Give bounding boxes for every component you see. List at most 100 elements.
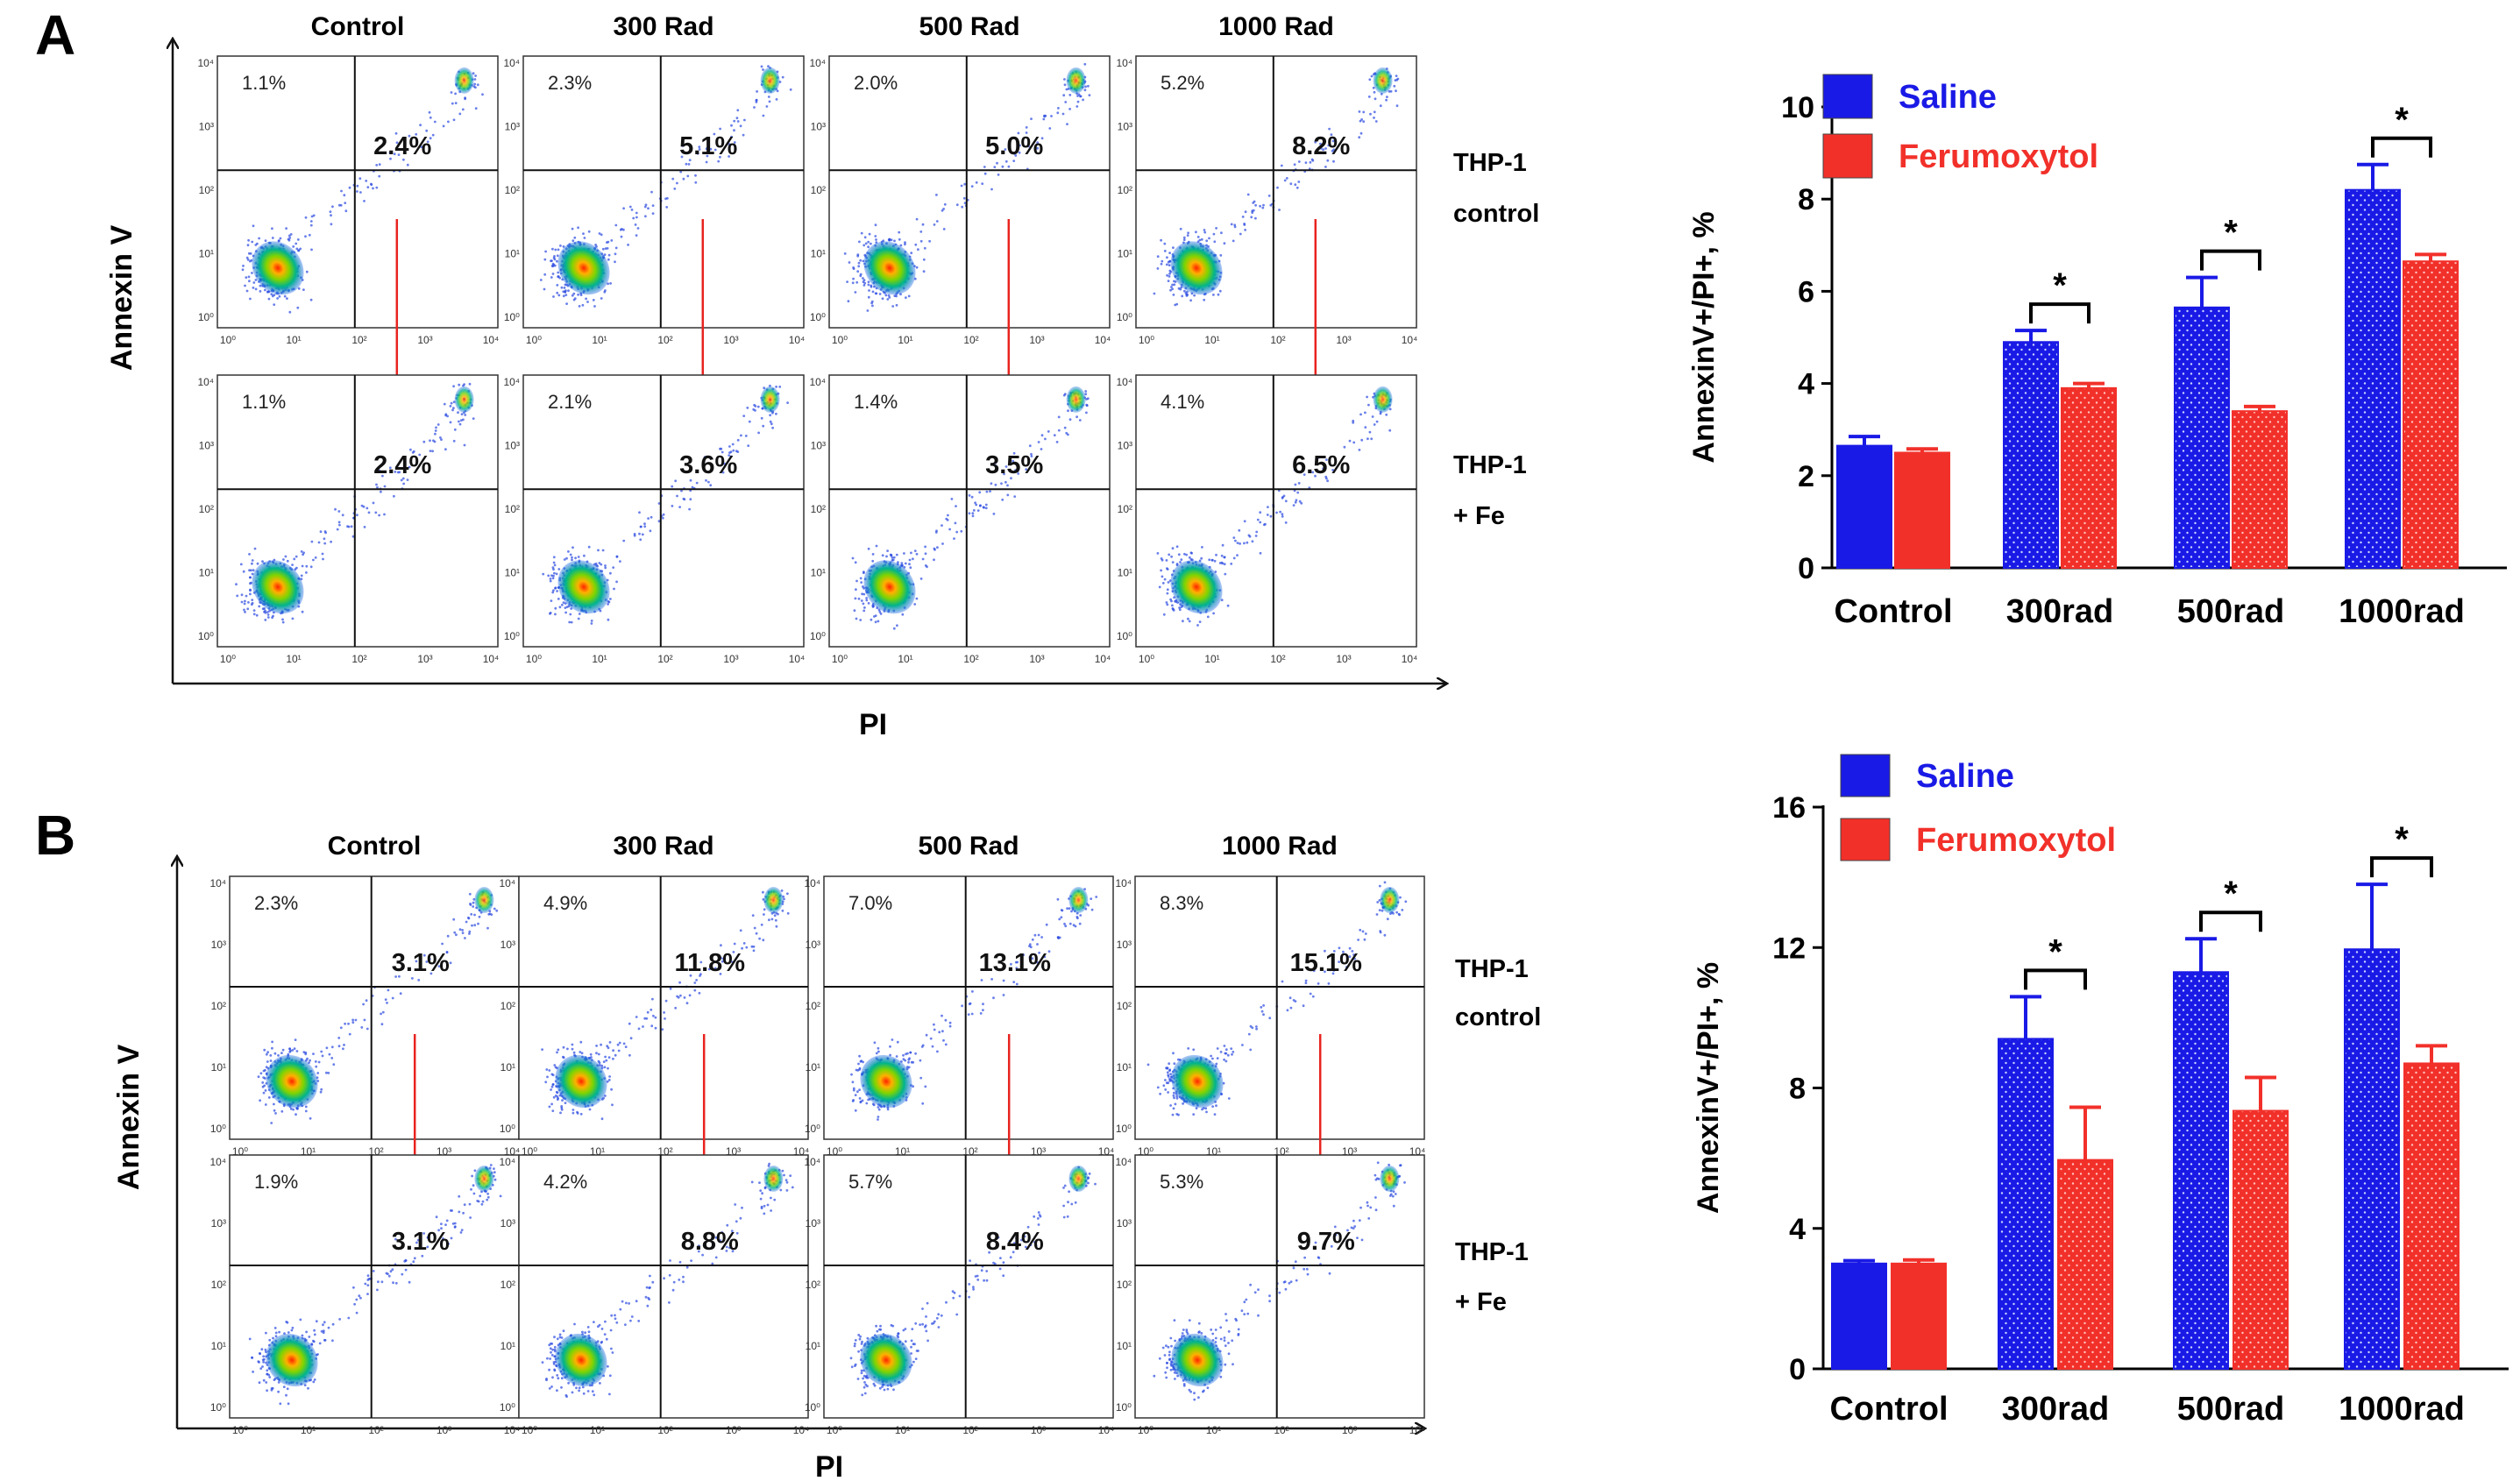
event-dot (1297, 181, 1301, 183)
event-dot (1203, 298, 1206, 301)
event-dot (474, 107, 478, 110)
event-dot (281, 1048, 285, 1052)
event-dot (562, 245, 565, 248)
event-dot (550, 1102, 553, 1106)
event-dot (890, 554, 893, 556)
row-label: THP-1 (1453, 451, 1527, 479)
event-dot (680, 155, 684, 159)
event-dot (601, 247, 605, 251)
event-dot (1085, 411, 1088, 415)
event-dot (291, 1049, 295, 1052)
event-dot (452, 118, 456, 122)
event-dot (450, 91, 453, 94)
event-dot (611, 1103, 614, 1107)
x-tick-label: 10² (351, 334, 366, 346)
event-dot (1163, 578, 1167, 581)
event-dot (976, 509, 980, 512)
event-dot (608, 1041, 612, 1044)
event-dot (776, 89, 779, 93)
event-dot (886, 549, 889, 552)
event-dot (1074, 925, 1077, 928)
event-dot (1160, 569, 1162, 572)
row-label: THP-1 (1455, 955, 1529, 983)
event-dot (984, 507, 988, 510)
event-dot (979, 1012, 983, 1015)
event-dot (971, 990, 974, 993)
event-dot (564, 289, 567, 293)
event-dot (676, 181, 678, 185)
event-dot (1084, 393, 1088, 396)
event-dot (1206, 615, 1210, 619)
event-dot (281, 620, 285, 624)
event-dot (1200, 237, 1203, 241)
event-dot (1367, 96, 1371, 98)
event-dot (381, 474, 384, 478)
event-dot (921, 557, 925, 561)
event-dot (251, 572, 254, 576)
event-dot (344, 209, 348, 213)
event-dot (614, 252, 617, 256)
event-dot (671, 485, 674, 488)
event-dot (1070, 910, 1073, 913)
event-dot (1285, 177, 1288, 180)
event-dot (941, 542, 944, 545)
event-dot (1063, 78, 1066, 81)
event-dot (676, 494, 678, 498)
event-dot (910, 551, 912, 555)
event-dot (374, 511, 378, 514)
x-tick-label: 10³ (417, 334, 432, 346)
event-dot (971, 512, 975, 515)
event-dot (554, 606, 557, 610)
event-dot (557, 598, 560, 600)
event-dot (1030, 117, 1033, 121)
event-dot (1244, 229, 1246, 231)
event-dot (723, 462, 726, 465)
event-dot (600, 1117, 604, 1121)
event-dot (962, 196, 966, 200)
event-dot (695, 979, 698, 981)
event-dot (304, 1109, 308, 1113)
event-dot (902, 1053, 905, 1057)
event-dot (560, 1105, 564, 1108)
event-dot (936, 546, 939, 549)
event-dot (1025, 468, 1028, 471)
event-dot (1171, 604, 1174, 607)
event-dot (1004, 159, 1008, 163)
event-dot (571, 1047, 574, 1051)
event-dot (1160, 557, 1163, 560)
event-dot (757, 431, 760, 435)
x-tick-label: 10² (1270, 653, 1285, 665)
event-dot (1239, 542, 1241, 545)
event-dot (1246, 193, 1250, 196)
event-dot (577, 617, 580, 620)
event-dot (617, 1049, 621, 1052)
event-dot (984, 503, 988, 507)
event-dot (305, 270, 309, 273)
event-dot (606, 247, 609, 250)
y-tick-label: 10³ (811, 121, 826, 133)
event-dot (1014, 469, 1017, 471)
event-dot (322, 557, 324, 561)
event-dot (415, 132, 418, 136)
event-dot (713, 967, 717, 970)
x-tick-label: 10⁰ (1139, 653, 1154, 665)
event-dot (650, 1024, 654, 1028)
event-dot (266, 1051, 269, 1054)
y-tick-label: 10¹ (199, 567, 214, 579)
event-dot (248, 553, 251, 556)
event-dot (240, 600, 244, 604)
event-dot (755, 101, 758, 103)
event-dot (259, 290, 262, 293)
event-dot (259, 1099, 261, 1102)
event-dot (997, 174, 1000, 176)
event-dot (760, 65, 763, 68)
event-dot (1247, 534, 1251, 537)
event-dot (1067, 409, 1069, 413)
event-dot (968, 512, 971, 515)
event-dot (1163, 242, 1167, 245)
event-dot (266, 1060, 269, 1063)
event-dot (468, 932, 471, 935)
event-dot (682, 177, 685, 181)
event-dot (477, 922, 479, 925)
y-tick-label: 10¹ (1118, 248, 1132, 260)
